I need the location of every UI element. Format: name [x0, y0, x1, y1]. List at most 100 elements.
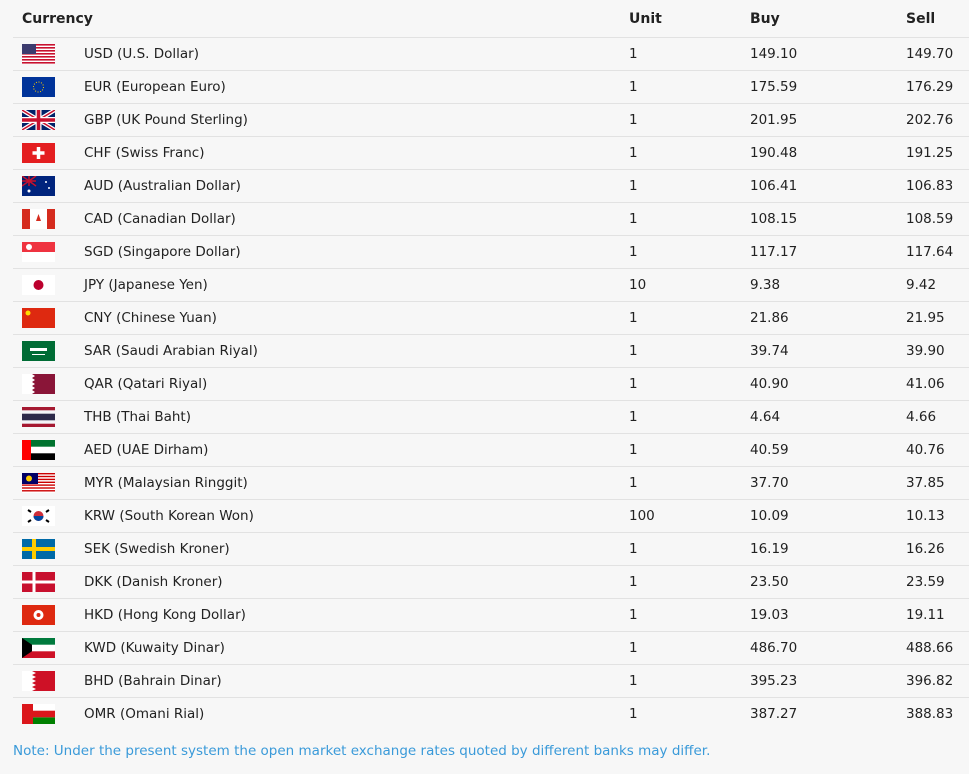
- unit-value: 1: [629, 70, 750, 104]
- flag-cell: [13, 466, 84, 500]
- currency-name: SEK (Swedish Kroner): [84, 532, 629, 566]
- table-row: MYR (Malaysian Ringgit) 1 37.70 37.85: [13, 466, 969, 500]
- sell-rate: 41.06: [906, 367, 969, 401]
- disclaimer-note: Note: Under the present system the open …: [13, 743, 711, 759]
- sell-rate: 21.95: [906, 301, 969, 335]
- table-row: THB (Thai Baht) 1 4.64 4.66: [13, 400, 969, 434]
- unit-value: 1: [629, 631, 750, 665]
- currency-name: USD (U.S. Dollar): [84, 37, 629, 71]
- table-row: EUR (European Euro) 1 175.59 176.29: [13, 70, 969, 104]
- unit-value: 1: [629, 202, 750, 236]
- unit-value: 1: [629, 169, 750, 203]
- unit-value: 1: [629, 37, 750, 71]
- sell-rate: 19.11: [906, 598, 969, 632]
- currency-name: GBP (UK Pound Sterling): [84, 103, 629, 137]
- header-buy: Buy: [750, 0, 906, 38]
- flag-cell: [13, 235, 84, 269]
- table-row: USD (U.S. Dollar) 1 149.10 149.70: [13, 37, 969, 71]
- currency-name: EUR (European Euro): [84, 70, 629, 104]
- currency-name: CHF (Swiss Franc): [84, 136, 629, 170]
- currency-name: JPY (Japanese Yen): [84, 268, 629, 302]
- flag-dk-icon: [22, 572, 55, 592]
- unit-value: 1: [629, 598, 750, 632]
- currency-name: AUD (Australian Dollar): [84, 169, 629, 203]
- flag-cell: [13, 70, 84, 104]
- flag-cell: [13, 268, 84, 302]
- flag-bh-icon: [22, 671, 55, 691]
- unit-value: 1: [629, 706, 638, 722]
- flag-cell: [13, 400, 84, 434]
- currency-name: HKD (Hong Kong Dollar): [84, 598, 629, 632]
- flag-cell: [13, 334, 84, 368]
- buy-rate: 40.90: [750, 367, 906, 401]
- flag-se-icon: [22, 539, 55, 559]
- buy-rate: 40.59: [750, 433, 906, 467]
- currency-name: KRW (South Korean Won): [84, 499, 629, 533]
- sell-rate: 37.85: [906, 466, 969, 500]
- unit-value: 100: [629, 499, 750, 533]
- unit-value: 1: [629, 664, 750, 698]
- currency-name: DKK (Danish Kroner): [84, 565, 629, 599]
- flag-om-icon: [22, 704, 55, 724]
- table-row: SGD (Singapore Dollar) 1 117.17 117.64: [13, 235, 969, 269]
- buy-rate: 149.10: [750, 37, 906, 71]
- currency-name: OMR (Omani Rial): [84, 706, 205, 722]
- currency-name: KWD (Kuwaity Dinar): [84, 631, 629, 665]
- flag-cell: [13, 433, 84, 467]
- table-row: KWD (Kuwaity Dinar) 1 486.70 488.66: [13, 631, 969, 665]
- flag-cell: [13, 301, 84, 335]
- flag-cell: [13, 698, 84, 731]
- buy-rate: 9.38: [750, 268, 906, 302]
- unit-value: 10: [629, 268, 750, 302]
- buy-rate: 16.19: [750, 532, 906, 566]
- unit-value: 1: [629, 235, 750, 269]
- currency-name: QAR (Qatari Riyal): [84, 367, 629, 401]
- exchange-rate-table: Currency Unit Buy Sell USD (U.S. Dollar)…: [13, 0, 969, 730]
- table-row: DKK (Danish Kroner) 1 23.50 23.59: [13, 565, 969, 599]
- table-row: CNY (Chinese Yuan) 1 21.86 21.95: [13, 301, 969, 335]
- flag-cell: [13, 169, 84, 203]
- table-row: KRW (South Korean Won) 100 10.09 10.13: [13, 499, 969, 533]
- sell-rate: 39.90: [906, 334, 969, 368]
- sell-rate: 4.66: [906, 400, 969, 434]
- header-currency: Currency: [13, 0, 629, 38]
- sell-rate: 40.76: [906, 433, 969, 467]
- unit-value: 1: [629, 466, 750, 500]
- flag-ae-icon: [22, 440, 55, 460]
- currency-name: SGD (Singapore Dollar): [84, 235, 629, 269]
- flag-cell: [13, 136, 84, 170]
- flag-cell: [13, 367, 84, 401]
- flag-eu-icon: [22, 77, 55, 97]
- unit-value: 1: [629, 301, 750, 335]
- table-row: CHF (Swiss Franc) 1 190.48 191.25: [13, 136, 969, 170]
- flag-us-icon: [22, 44, 55, 64]
- header-sell: Sell: [906, 0, 969, 38]
- unit-value: 1: [629, 565, 750, 599]
- currency-name: CAD (Canadian Dollar): [84, 202, 629, 236]
- flag-kr-icon: [22, 506, 55, 526]
- buy-rate: 23.50: [750, 565, 906, 599]
- flag-cell: [13, 202, 84, 236]
- currency-name: AED (UAE Dirham): [84, 433, 629, 467]
- flag-ch-icon: [22, 143, 55, 163]
- buy-rate: 387.27: [750, 706, 798, 722]
- flag-hk-icon: [22, 605, 55, 625]
- unit-value: 1: [629, 103, 750, 137]
- unit-value: 1: [629, 136, 750, 170]
- header-unit: Unit: [629, 0, 750, 38]
- buy-rate: 108.15: [750, 202, 906, 236]
- buy-rate: 37.70: [750, 466, 906, 500]
- flag-cell: [13, 37, 84, 71]
- flag-th-icon: [22, 407, 55, 427]
- table-row: SEK (Swedish Kroner) 1 16.19 16.26: [13, 532, 969, 566]
- sell-rate: 488.66: [906, 631, 969, 665]
- buy-rate: 486.70: [750, 631, 906, 665]
- flag-au-icon: [22, 176, 55, 196]
- flag-cell: [13, 499, 84, 533]
- buy-rate: 10.09: [750, 499, 906, 533]
- sell-rate: 202.76: [906, 103, 969, 137]
- unit-value: 1: [629, 433, 750, 467]
- currency-name: CNY (Chinese Yuan): [84, 301, 629, 335]
- table-row: SAR (Saudi Arabian Riyal) 1 39.74 39.90: [13, 334, 969, 368]
- sell-rate: 10.13: [906, 499, 969, 533]
